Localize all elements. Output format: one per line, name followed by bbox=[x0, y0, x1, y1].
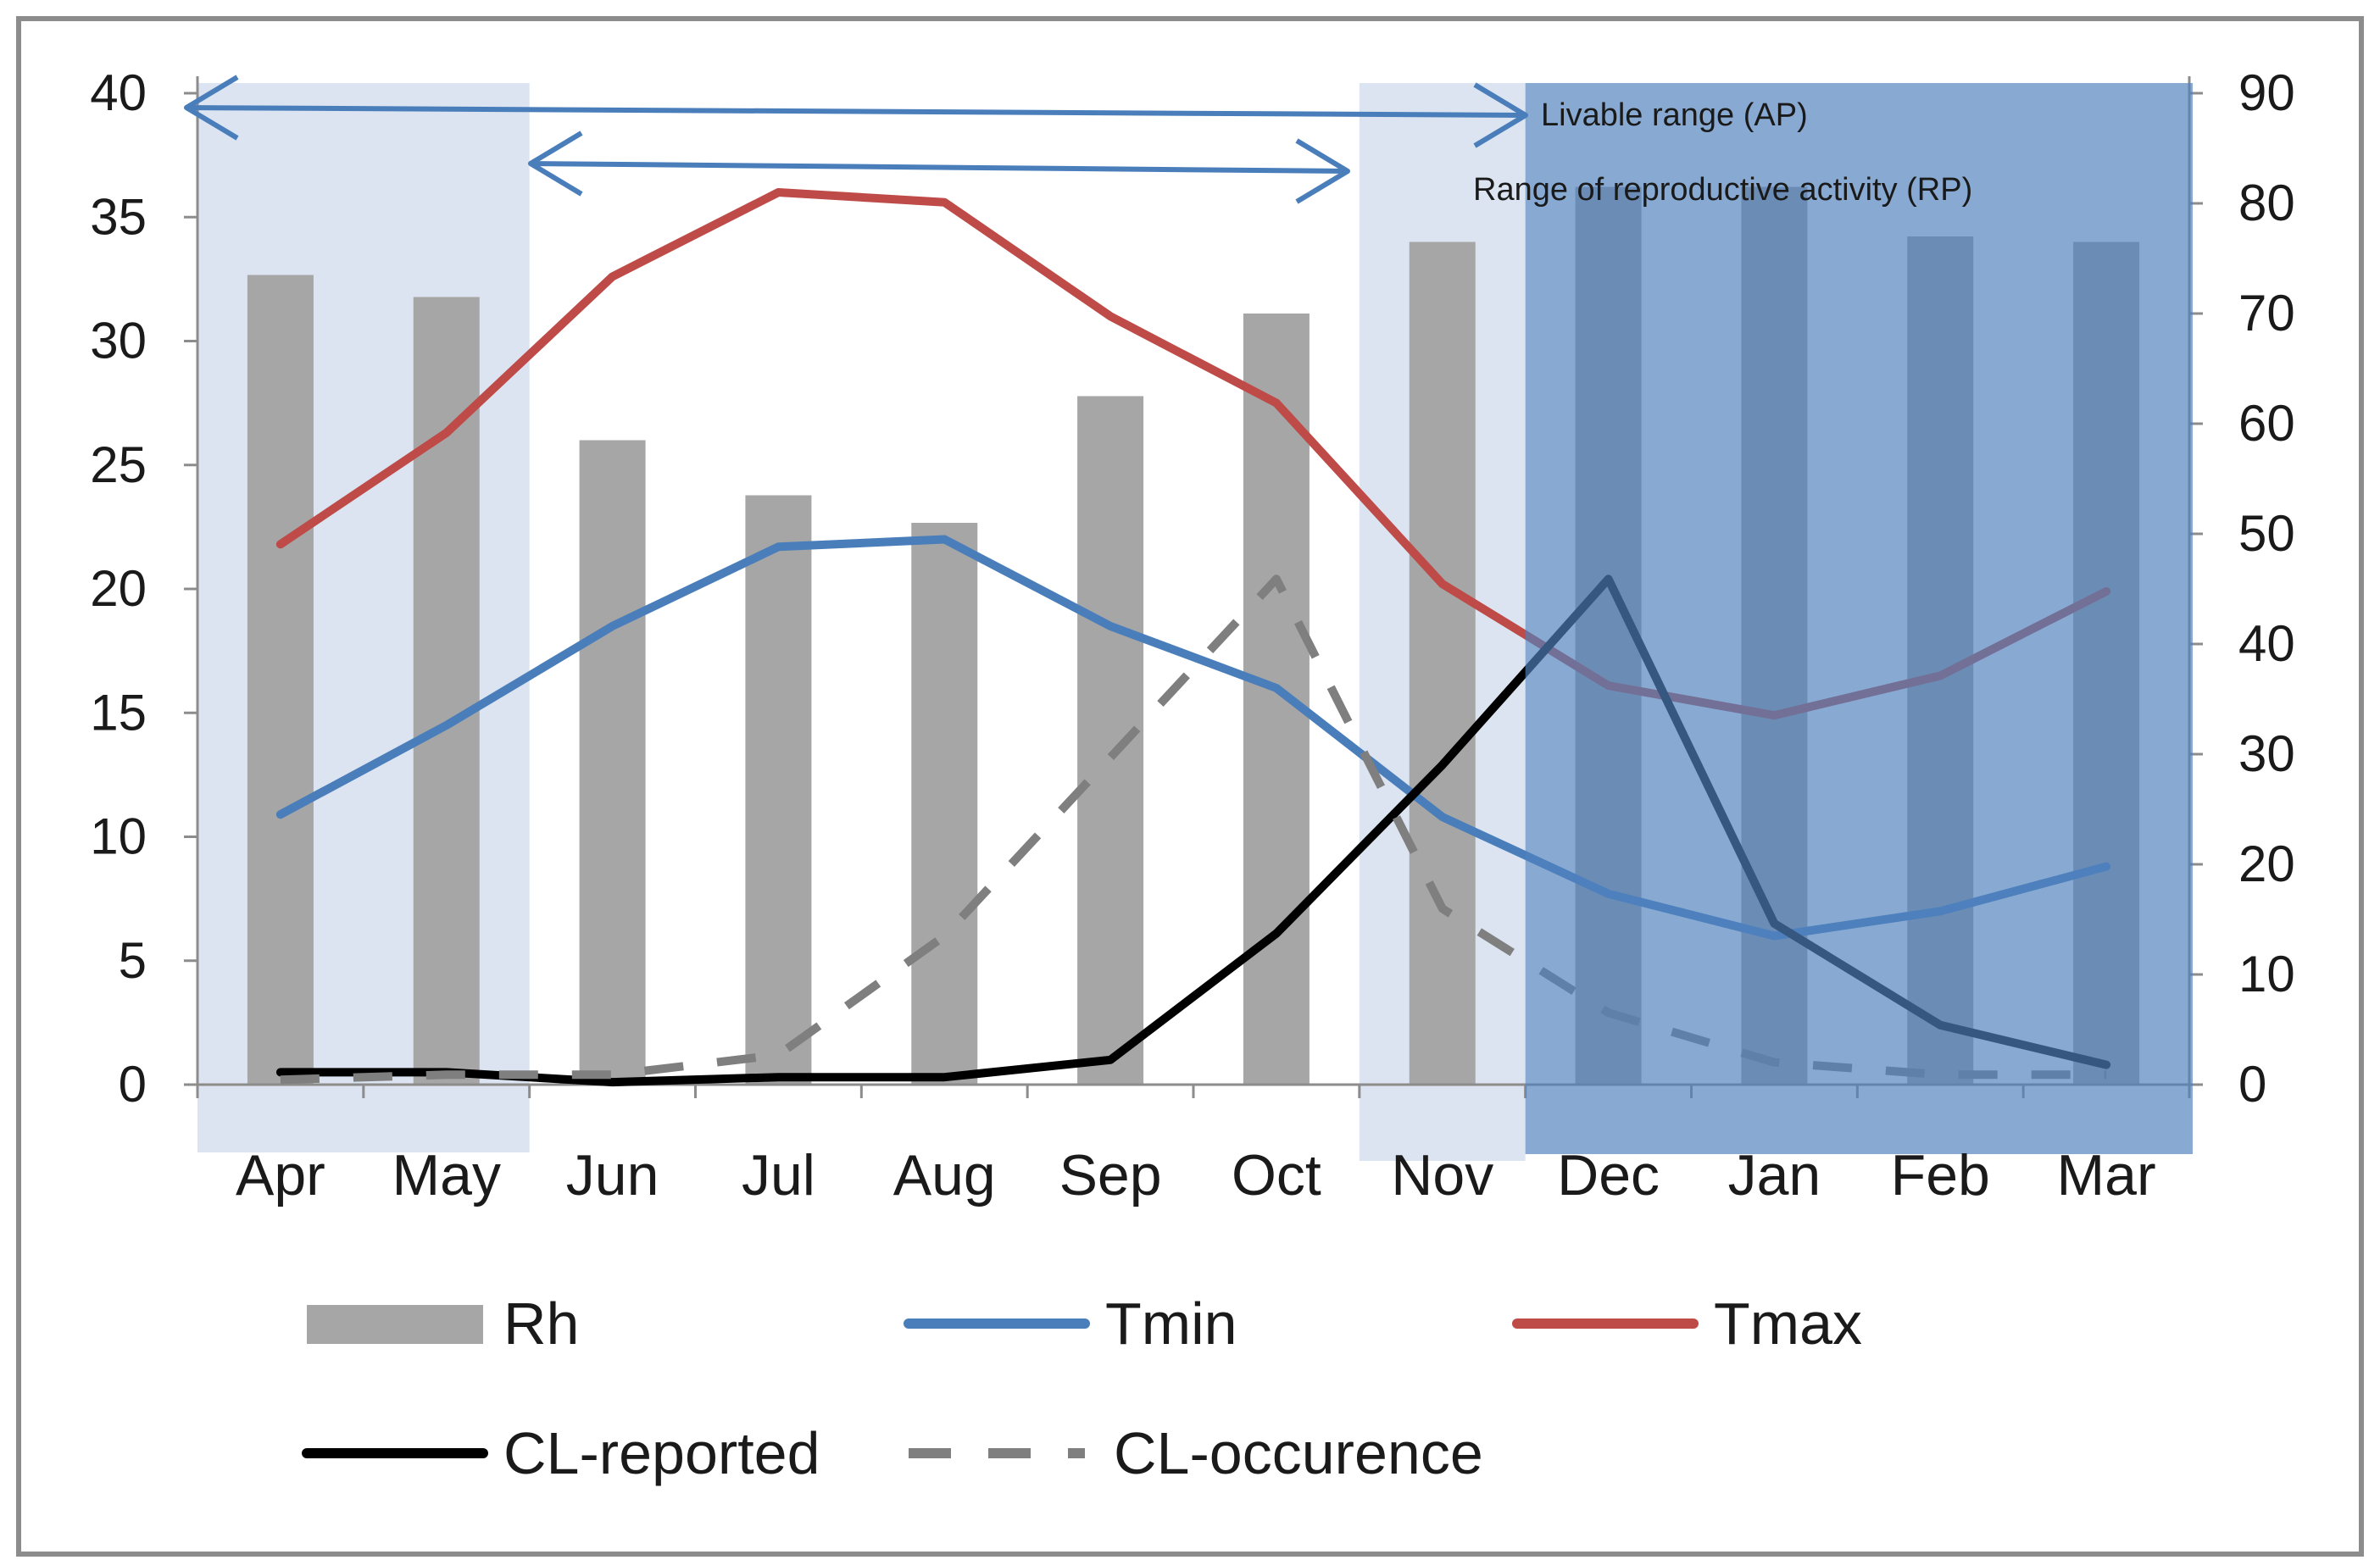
category-label-jan: Jan bbox=[1728, 1143, 1821, 1207]
category-label-oct: Oct bbox=[1232, 1143, 1321, 1207]
cl-reported-point-oct bbox=[1276, 933, 1277, 935]
left-tick-label: 10 bbox=[90, 808, 147, 865]
left-tick-label: 25 bbox=[90, 436, 147, 493]
category-label-sep: Sep bbox=[1059, 1143, 1162, 1207]
category-label-jul: Jul bbox=[742, 1143, 815, 1207]
category-label-nov: Nov bbox=[1391, 1143, 1493, 1207]
left-tick-label: 0 bbox=[119, 1056, 147, 1113]
tmin-point-jun bbox=[612, 625, 614, 627]
legend-rh-swatch bbox=[307, 1305, 483, 1344]
right-tick-label: 40 bbox=[2238, 615, 2295, 672]
right-tick-label: 20 bbox=[2238, 836, 2295, 892]
left-tick-label: 40 bbox=[90, 64, 147, 121]
cl-occurence-point-may bbox=[446, 1074, 448, 1075]
shaded-period-dark bbox=[1525, 83, 2193, 1154]
cl-occurence-point-aug bbox=[943, 935, 945, 937]
tmin-point-sep bbox=[1109, 625, 1111, 627]
category-label-aug: Aug bbox=[893, 1143, 996, 1207]
right-tick-label: 70 bbox=[2238, 285, 2295, 341]
tmax-point-oct bbox=[1276, 402, 1277, 404]
reproductive-range-arrow-head-right bbox=[1295, 138, 1350, 204]
tmin-point-nov bbox=[1442, 816, 1443, 818]
legend-tmin-label: Tmin bbox=[1105, 1291, 1237, 1357]
tmax-point-jun bbox=[612, 275, 614, 277]
legend-rh-label: Rh bbox=[503, 1291, 579, 1357]
cl-occurence-point-nov bbox=[1442, 908, 1443, 909]
right-tick-label: 60 bbox=[2238, 395, 2295, 452]
cl-reported-point-aug bbox=[943, 1076, 945, 1078]
reproductive-range-arrow-head-left bbox=[528, 130, 583, 197]
shaded-period-dec-jan-feb-mar bbox=[1525, 83, 2193, 1154]
tmax-point-aug bbox=[943, 202, 945, 203]
legend-cl-reported-label: CL-reported bbox=[503, 1420, 820, 1486]
category-label-jun: Jun bbox=[566, 1143, 659, 1207]
tmin-point-may bbox=[446, 724, 448, 726]
rh-bar-jul bbox=[745, 495, 812, 1085]
rh-bar-nov bbox=[1409, 241, 1476, 1085]
left-tick-label: 35 bbox=[90, 188, 147, 245]
right-tick-label: 10 bbox=[2238, 946, 2295, 1002]
rh-bar-aug bbox=[911, 523, 978, 1085]
legend: Rh Tmin Tmax CL-reported CL-occurence bbox=[302, 1291, 1862, 1486]
livable-range-arrow-head-left bbox=[184, 75, 239, 141]
livable-range-label: Livable range (AP) bbox=[1541, 97, 1808, 133]
legend-cl-occurence-label: CL-occurence bbox=[1114, 1420, 1483, 1486]
tmax-point-apr bbox=[280, 543, 281, 545]
reproductive-range-arrow-shaft bbox=[530, 161, 1348, 174]
cl-occurence-point-apr bbox=[280, 1079, 281, 1080]
cl-reported-point-jul bbox=[777, 1076, 779, 1078]
cl-occurence-point-sep bbox=[1109, 757, 1111, 758]
tmin-point-jul bbox=[777, 546, 779, 547]
tmin-point-apr bbox=[280, 813, 281, 815]
rh-bar-apr bbox=[247, 275, 314, 1085]
cl-occurence-point-jul bbox=[777, 1054, 779, 1056]
left-tick-label: 5 bbox=[119, 932, 147, 989]
cl-reported-point-nov bbox=[1442, 764, 1443, 766]
category-label-mar: Mar bbox=[2057, 1143, 2156, 1207]
right-tick-label: 90 bbox=[2238, 64, 2295, 121]
right-tick-label: 50 bbox=[2238, 505, 2295, 562]
cl-occurence-point-oct bbox=[1276, 578, 1277, 580]
reproductive-range-label: Range of reproductive activity (RP) bbox=[1473, 172, 1972, 208]
cl-occurence-point-jun bbox=[612, 1074, 614, 1075]
right-tick-label: 30 bbox=[2238, 725, 2295, 782]
rh-bar-jun bbox=[579, 440, 646, 1085]
cl-reported-point-sep bbox=[1109, 1059, 1111, 1061]
livable-range-arrow-shaft bbox=[186, 105, 1526, 118]
tmax-point-may bbox=[446, 432, 448, 434]
rh-bar-sep bbox=[1077, 396, 1144, 1085]
right-tick-label: 80 bbox=[2238, 175, 2295, 231]
range-annotations: Livable range (AP) Range of reproductive … bbox=[184, 75, 1972, 208]
left-tick-label: 20 bbox=[90, 560, 147, 617]
left-tick-label: 15 bbox=[90, 684, 147, 741]
category-label-apr: Apr bbox=[236, 1143, 325, 1207]
category-label-dec: Dec bbox=[1557, 1143, 1660, 1207]
category-label-feb: Feb bbox=[1891, 1143, 1990, 1207]
left-tick-label: 30 bbox=[90, 313, 147, 369]
livable-range-arrow-head-right bbox=[1473, 82, 1528, 148]
rh-bar-oct bbox=[1243, 314, 1310, 1085]
cl-reported-point-apr bbox=[280, 1071, 281, 1073]
tmax-point-nov bbox=[1442, 583, 1443, 585]
right-tick-label: 0 bbox=[2238, 1056, 2266, 1113]
tmax-point-jul bbox=[777, 192, 779, 193]
cl-reported-point-jun bbox=[612, 1081, 614, 1083]
tmax-point-sep bbox=[1109, 315, 1111, 317]
tmin-point-aug bbox=[943, 539, 945, 541]
legend-tmax-label: Tmax bbox=[1714, 1291, 1862, 1357]
tmin-point-oct bbox=[1276, 687, 1277, 689]
category-labels: Apr May Jun Jul Aug Sep Oct Nov Dec Jan Feb Mar bbox=[236, 1143, 2156, 1207]
category-label-may: May bbox=[392, 1143, 501, 1207]
shaded-period-apr-may bbox=[197, 83, 530, 1152]
cl-occurence-line bbox=[280, 575, 2107, 1085]
